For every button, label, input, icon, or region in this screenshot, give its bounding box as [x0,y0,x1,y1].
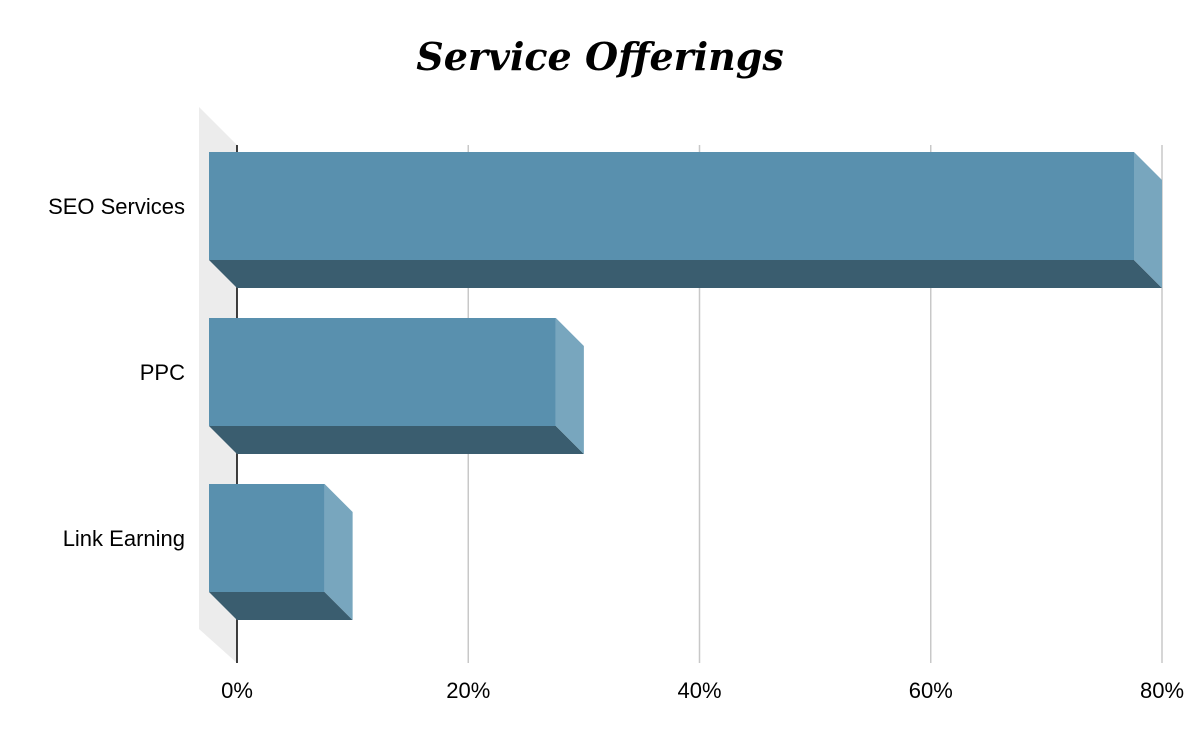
bar-front-face [209,318,556,426]
bar [209,484,353,620]
x-tick-label: 0% [221,678,253,703]
x-tick-label: 60% [909,678,953,703]
bar-bottom-face [209,426,584,454]
x-tick-label: 20% [446,678,490,703]
bar-side-face [324,484,353,620]
bar-front-face [209,484,325,592]
category-label: Link Earning [63,526,185,551]
bar-front-face [209,152,1134,260]
category-label: PPC [140,360,185,385]
chart-title: Service Offerings [416,34,784,79]
bar-bottom-face [209,260,1162,288]
bar-side-face [1134,152,1162,288]
bar-bottom-face [209,592,353,620]
bar-side-face [555,318,584,454]
x-tick-label: 80% [1140,678,1184,703]
x-tick-label: 40% [677,678,721,703]
bar [209,152,1162,288]
bar [209,318,584,454]
category-label: SEO Services [48,194,185,219]
